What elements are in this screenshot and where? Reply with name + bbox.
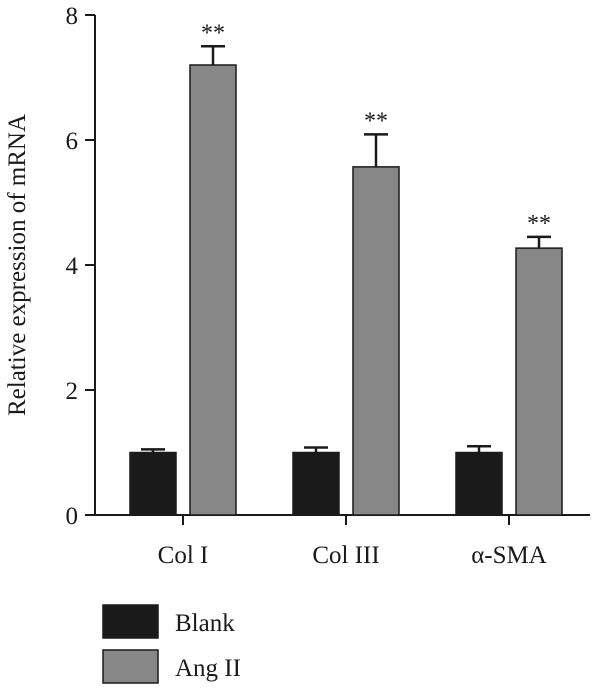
x-tick-label: Col III <box>312 542 379 569</box>
bar-blank <box>455 451 503 516</box>
y-axis-title: Relative expression of mRNA <box>4 114 31 416</box>
significance-label: ** <box>364 108 388 134</box>
legend-label: Blank <box>175 610 235 637</box>
bar-blank <box>292 451 340 516</box>
significance-label: ** <box>201 20 225 46</box>
x-tick-label: Col I <box>158 542 209 569</box>
bar-blank <box>129 451 177 516</box>
bar-angii <box>189 64 237 516</box>
bar-angii <box>515 247 563 516</box>
y-tick-label: 6 <box>66 128 79 155</box>
y-tick-label: 4 <box>66 253 79 280</box>
legend: Blank Ang II <box>102 604 241 684</box>
x-tick-label: α-SMA <box>471 542 547 569</box>
y-tick-label: 8 <box>66 3 79 30</box>
legend-swatch <box>102 649 159 684</box>
significance-label: ** <box>527 211 551 237</box>
legend-swatch <box>102 604 159 639</box>
y-tick-label: 0 <box>66 503 79 530</box>
bar-angii <box>352 166 400 516</box>
y-tick-label: 2 <box>66 378 79 405</box>
plot-area: 0 2 4 6 8 ** Col I ** Col III ** α-SMA <box>66 3 590 569</box>
legend-label: Ang II <box>175 655 241 682</box>
